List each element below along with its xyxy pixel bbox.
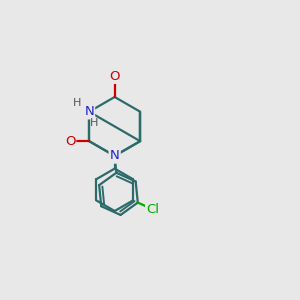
Text: Cl: Cl bbox=[146, 203, 159, 216]
Text: H: H bbox=[89, 118, 98, 128]
Text: O: O bbox=[110, 70, 120, 83]
Text: H: H bbox=[73, 98, 81, 109]
Text: N: N bbox=[84, 105, 94, 118]
Text: N: N bbox=[84, 105, 94, 118]
Text: N: N bbox=[110, 149, 119, 162]
Text: O: O bbox=[65, 135, 75, 148]
Text: N: N bbox=[110, 149, 119, 162]
